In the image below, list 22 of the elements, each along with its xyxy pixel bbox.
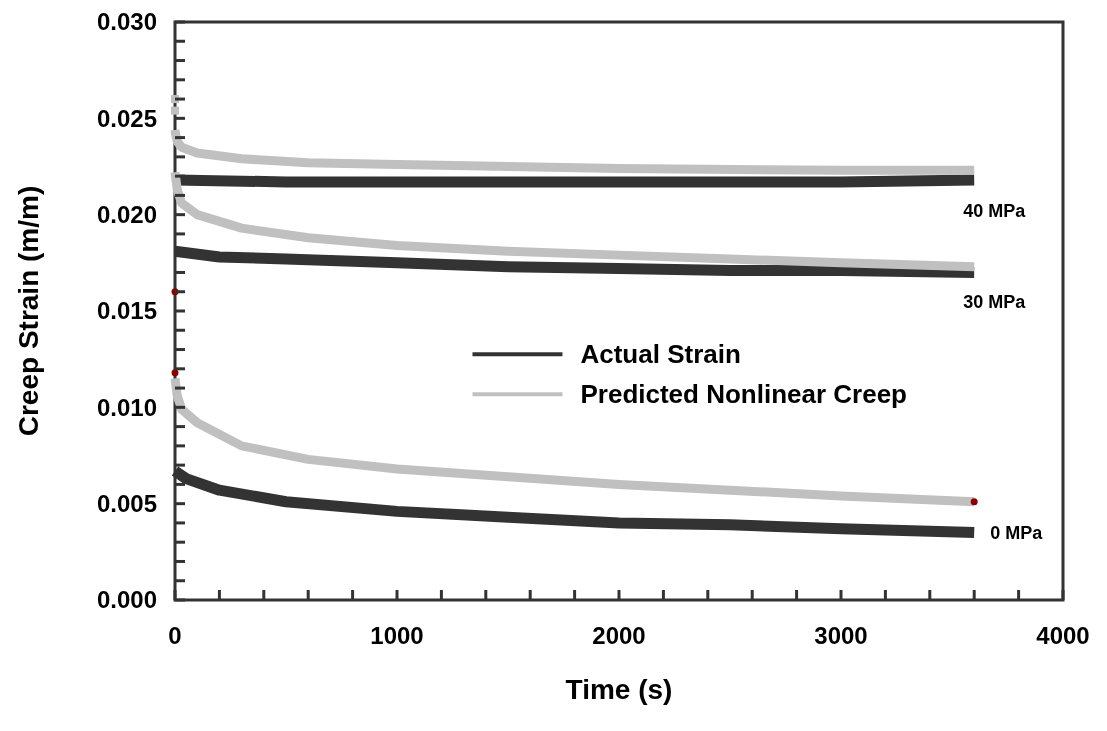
- legend-label: Actual Strain: [580, 339, 741, 370]
- y-tick-label: 0.025: [96, 104, 157, 132]
- annotation: 40 MPa: [963, 201, 1027, 222]
- y-tick-label: 0.005: [96, 490, 157, 518]
- x-tick-label: 3000: [814, 622, 868, 649]
- y-tick-label: 0.020: [96, 201, 157, 229]
- point: [171, 369, 179, 377]
- legend-label: Predicted Nonlinear Creep: [580, 379, 908, 410]
- x-tick-label: 0: [168, 622, 182, 649]
- y-tick-label: 0.010: [96, 393, 157, 421]
- x-tick-label: 1000: [370, 622, 424, 649]
- point: [970, 498, 978, 506]
- y-tick-label: 0.000: [96, 586, 157, 614]
- point: [171, 106, 179, 115]
- x-axis-title: Time (s): [565, 674, 673, 705]
- y-axis-title: Creep Strain (m/m): [13, 185, 44, 437]
- y-tick-label: 0.030: [96, 8, 157, 36]
- x-tick-label: 2000: [592, 622, 646, 649]
- x-tick-label: 4000: [1036, 622, 1090, 649]
- annotation: 0 MPa: [990, 522, 1044, 543]
- y-tick-label: 0.015: [96, 297, 157, 325]
- annotation: 30 MPa: [963, 291, 1027, 312]
